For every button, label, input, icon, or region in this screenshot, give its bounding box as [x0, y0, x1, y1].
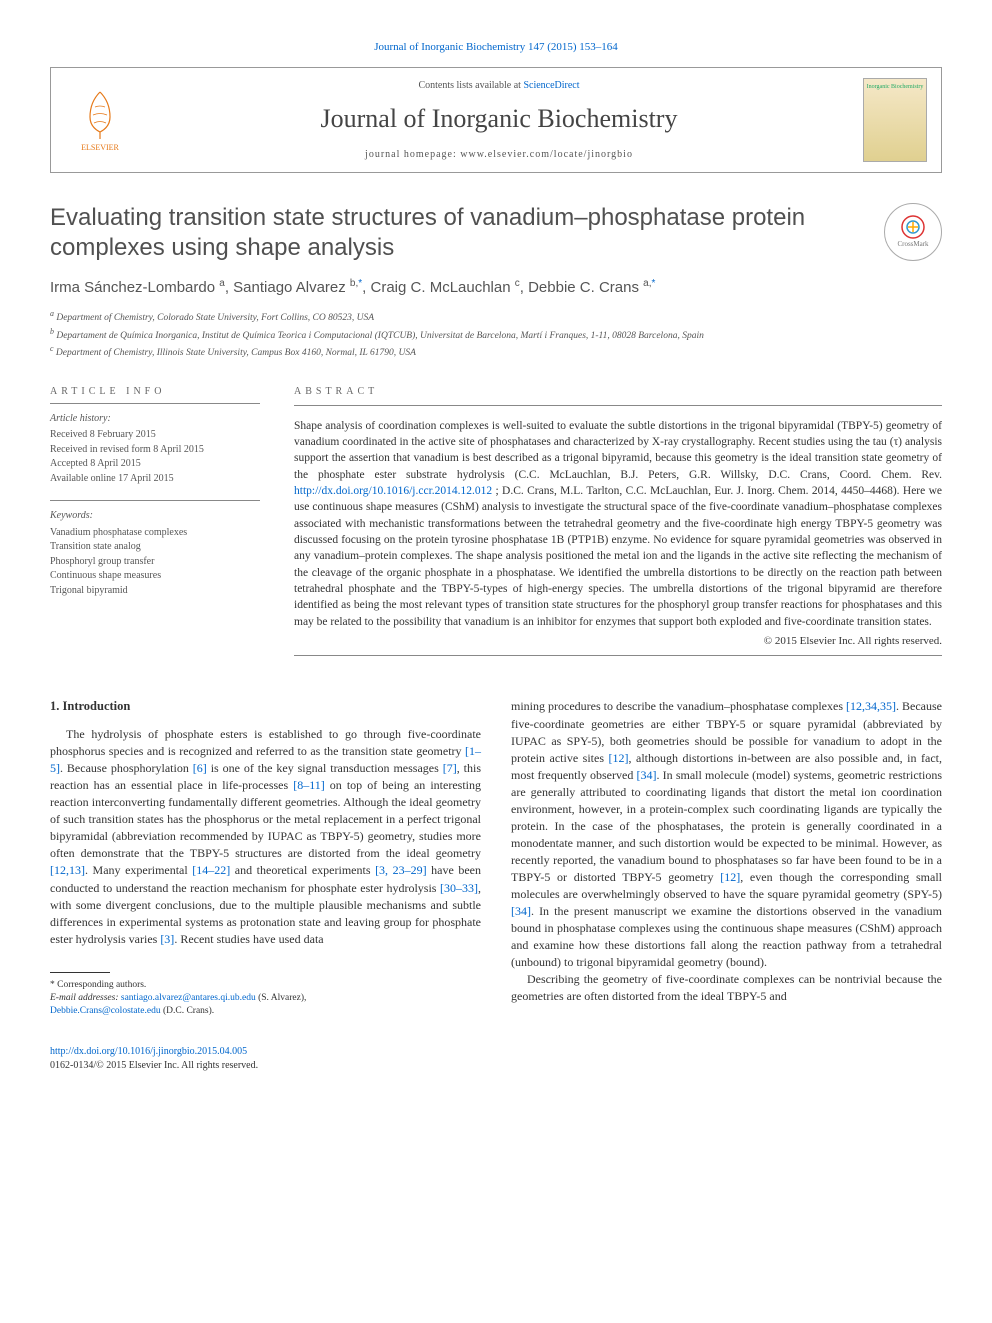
keywords-label: Keywords: [50, 509, 260, 524]
author: Craig C. McLauchlan c [371, 279, 520, 296]
abstract-column: abstract Shape analysis of coordination … [294, 385, 942, 669]
author: Irma Sánchez-Lombardo a [50, 279, 225, 296]
keyword: Vanadium phosphatase complexes [50, 526, 260, 541]
paragraph: Describing the geometry of five-coordina… [511, 971, 942, 1005]
corresponding-marker[interactable]: * [358, 278, 362, 289]
ref-link[interactable]: [12,13] [50, 863, 85, 877]
masthead: ELSEVIER Contents lists available at Sci… [50, 67, 942, 173]
ref-link[interactable]: [34] [511, 904, 531, 918]
homepage-line: journal homepage: www.elsevier.com/locat… [135, 148, 863, 162]
journal-name: Journal of Inorganic Biochemistry [135, 101, 863, 137]
header-journal-link[interactable]: Journal of Inorganic Biochemistry 147 (2… [374, 41, 618, 53]
ref-link[interactable]: [3] [160, 932, 174, 946]
ref-link[interactable]: [3, 23–29] [375, 863, 427, 877]
email-label: E-mail addresses: [50, 993, 121, 1003]
ref-link[interactable]: [7] [443, 761, 457, 775]
keyword: Trigonal bipyramid [50, 584, 260, 599]
ref-link[interactable]: [14–22] [192, 863, 230, 877]
crossmark-icon [900, 214, 926, 240]
history-label: Article history: [50, 412, 260, 427]
abstract-copyright: © 2015 Elsevier Inc. All rights reserved… [294, 634, 942, 650]
history-received: Received 8 February 2015 [50, 428, 260, 443]
article-info-column: article info Article history: Received 8… [50, 385, 260, 669]
author: Santiago Alvarez b,* [233, 279, 362, 296]
footnotes: * Corresponding authors. E-mail addresse… [50, 979, 481, 1019]
info-heading: article info [50, 385, 260, 399]
page-footer: http://dx.doi.org/10.1016/j.jinorgbio.20… [50, 1045, 942, 1073]
keyword: Continuous shape measures [50, 569, 260, 584]
affiliations: a Department of Chemistry, Colorado Stat… [50, 308, 942, 360]
section-heading: 1. Introduction [50, 698, 481, 716]
author: Debbie C. Crans a,* [528, 279, 655, 296]
ref-link[interactable]: [12] [720, 870, 740, 884]
left-column: 1. Introduction The hydrolysis of phosph… [50, 698, 481, 1018]
sciencedirect-link[interactable]: ScienceDirect [523, 80, 579, 91]
ref-link[interactable]: [12] [609, 751, 629, 765]
history-revised: Received in revised form 8 April 2015 [50, 443, 260, 458]
elsevier-logo: ELSEVIER [65, 80, 135, 160]
contents-line: Contents lists available at ScienceDirec… [135, 79, 863, 93]
footnote-separator [50, 972, 110, 973]
ref-link[interactable]: [8–11] [293, 778, 325, 792]
crossmark-badge[interactable]: CrossMark [884, 203, 942, 261]
abstract-doi-link[interactable]: http://dx.doi.org/10.1016/j.ccr.2014.12.… [294, 485, 492, 497]
abstract-heading: abstract [294, 385, 942, 399]
keyword: Phosphoryl group transfer [50, 555, 260, 570]
corresponding-marker[interactable]: * [652, 278, 656, 289]
history-online: Available online 17 April 2015 [50, 472, 260, 487]
ref-link[interactable]: [34] [637, 768, 657, 782]
email-link[interactable]: santiago.alvarez@antares.qi.ub.edu [121, 993, 256, 1003]
ref-link[interactable]: [30–33] [440, 881, 478, 895]
issn-copyright: 0162-0134/© 2015 Elsevier Inc. All right… [50, 1059, 942, 1073]
keyword: Transition state analog [50, 540, 260, 555]
history-accepted: Accepted 8 April 2015 [50, 457, 260, 472]
running-header: Journal of Inorganic Biochemistry 147 (2… [50, 40, 942, 55]
ref-link[interactable]: [6] [193, 761, 207, 775]
abstract-text: Shape analysis of coordination complexes… [294, 418, 942, 650]
ref-link[interactable]: [12,34,35] [846, 699, 896, 713]
author-list: Irma Sánchez-Lombardo a, Santiago Alvare… [50, 277, 942, 298]
article-title: Evaluating transition state structures o… [50, 203, 864, 263]
email-link[interactable]: Debbie.Crans@colostate.edu [50, 1006, 161, 1016]
right-column: mining procedures to describe the vanadi… [511, 698, 942, 1018]
doi-link[interactable]: http://dx.doi.org/10.1016/j.jinorgbio.20… [50, 1046, 247, 1057]
body-columns: 1. Introduction The hydrolysis of phosph… [50, 698, 942, 1018]
journal-cover-thumb: Inorganic Biochemistry [863, 78, 927, 162]
elsevier-tree-icon [75, 87, 125, 142]
corresponding-note: * Corresponding authors. [50, 979, 481, 992]
